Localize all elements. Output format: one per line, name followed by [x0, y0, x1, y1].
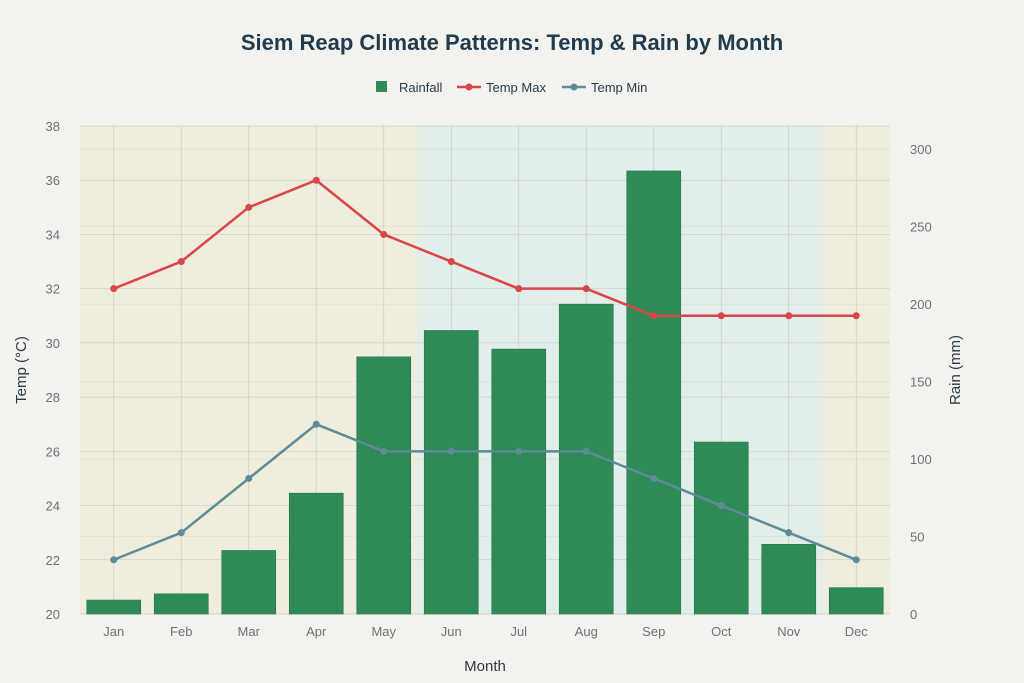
x-tick-label: Apr	[306, 624, 327, 639]
temp-min-point-Apr	[312, 420, 320, 428]
rainfall-bar-Apr	[288, 492, 344, 615]
x-tick-label: Aug	[575, 624, 598, 639]
rainfall-bar-Jan	[86, 599, 142, 615]
temp-min-point-May	[380, 447, 388, 455]
rainfall-bar-Dec	[828, 587, 884, 615]
x-tick-label: Dec	[845, 624, 869, 639]
y-left-tick-label: 26	[46, 444, 60, 459]
y-left-tick-label: 20	[46, 607, 60, 622]
y-axis-left-title: Temp (°C)	[13, 336, 30, 404]
y-right-tick-label: 0	[910, 607, 917, 622]
rainfall-bar-Mar	[221, 550, 277, 615]
temp-min-point-Mar	[245, 474, 253, 482]
x-tick-label: Feb	[170, 624, 192, 639]
rainfall-bar-Feb	[153, 593, 209, 615]
season-bands	[80, 126, 890, 614]
y-right-tick-label: 50	[910, 530, 924, 545]
temp-max-point-May	[380, 230, 388, 238]
temp-min-line	[113, 422, 857, 561]
temp-max-point-Sep	[650, 312, 658, 320]
temp-max-point-Feb	[177, 258, 185, 266]
x-axis-title: Month	[464, 658, 506, 675]
legend-rainfall-label: Rainfall	[399, 80, 442, 95]
season-band-1	[417, 126, 823, 614]
temp-max-point-Jun	[447, 258, 455, 266]
y-left-tick-label: 36	[46, 173, 60, 188]
temperature-lines	[110, 176, 860, 564]
temp-min-point-Dec	[852, 556, 860, 564]
y-right-tick-label: 200	[910, 297, 932, 312]
rainfall-bar-Jul	[491, 348, 547, 615]
y-right-tick-label: 300	[910, 142, 932, 157]
y-left-tick-label: 32	[46, 282, 60, 297]
temp-min-point-Jun	[447, 447, 455, 455]
legend-tempmax-label: Temp Max	[486, 80, 546, 95]
y-left-tick-label: 22	[46, 553, 60, 568]
x-tick-label: Nov	[777, 624, 801, 639]
axis-ticks: 20 22 24 26 28 30 32 34 36 38 0 50 100 150 200 250 300 Ja…	[46, 119, 932, 639]
temp-max-point-Apr	[312, 176, 320, 184]
y-left-tick-label: 24	[46, 499, 60, 514]
legend-tempmax-marker	[465, 83, 473, 91]
y-right-tick-label: 250	[910, 220, 932, 235]
rainfall-bar-Nov	[761, 543, 817, 615]
temp-max-point-Oct	[717, 312, 725, 320]
legend-rainfall-swatch	[376, 81, 387, 92]
legend-tempmin-label: Temp Min	[591, 80, 647, 95]
temp-max-point-Mar	[245, 203, 253, 211]
x-tick-label: Jan	[103, 624, 124, 639]
temp-min-point-Feb	[177, 529, 185, 537]
temp-min-point-Sep	[650, 474, 658, 482]
temp-min-point-Jan	[110, 556, 118, 564]
temp-min-point-Nov	[785, 529, 793, 537]
y-axis-right-title: Rain (mm)	[947, 335, 964, 405]
y-left-tick-label: 38	[46, 119, 60, 134]
x-tick-label: Jun	[441, 624, 462, 639]
temp-max-point-Aug	[582, 285, 590, 293]
temp-min-point-Jul	[515, 447, 523, 455]
x-tick-label: Jul	[510, 624, 527, 639]
temp-min-point-Aug	[582, 447, 590, 455]
y-right-tick-label: 150	[910, 375, 932, 390]
legend: Rainfall Temp Max Temp Min	[376, 80, 647, 95]
x-tick-label: May	[371, 624, 396, 639]
y-left-tick-label: 28	[46, 390, 60, 405]
y-right-tick-label: 100	[910, 452, 932, 467]
temp-max-line	[113, 178, 857, 318]
temp-max-point-Dec	[852, 312, 860, 320]
y-left-tick-label: 34	[46, 227, 60, 242]
temp-max-point-Nov	[785, 312, 793, 320]
x-tick-label: Sep	[642, 624, 665, 639]
rainfall-bar-Sep	[626, 170, 682, 615]
temp-max-point-Jul	[515, 285, 523, 293]
y-left-tick-label: 30	[46, 336, 60, 351]
temp-min-point-Oct	[717, 502, 725, 510]
x-tick-label: Mar	[238, 624, 261, 639]
x-tick-label: Oct	[711, 624, 732, 639]
rainfall-bar-Oct	[693, 441, 749, 615]
chart-title: Siem Reap Climate Patterns: Temp & Rain …	[241, 30, 783, 55]
rainfall-bar-Jun	[423, 330, 479, 615]
legend-tempmin-marker	[570, 83, 578, 91]
rainfall-bar-May	[356, 356, 412, 615]
temp-max-point-Jan	[110, 285, 118, 293]
